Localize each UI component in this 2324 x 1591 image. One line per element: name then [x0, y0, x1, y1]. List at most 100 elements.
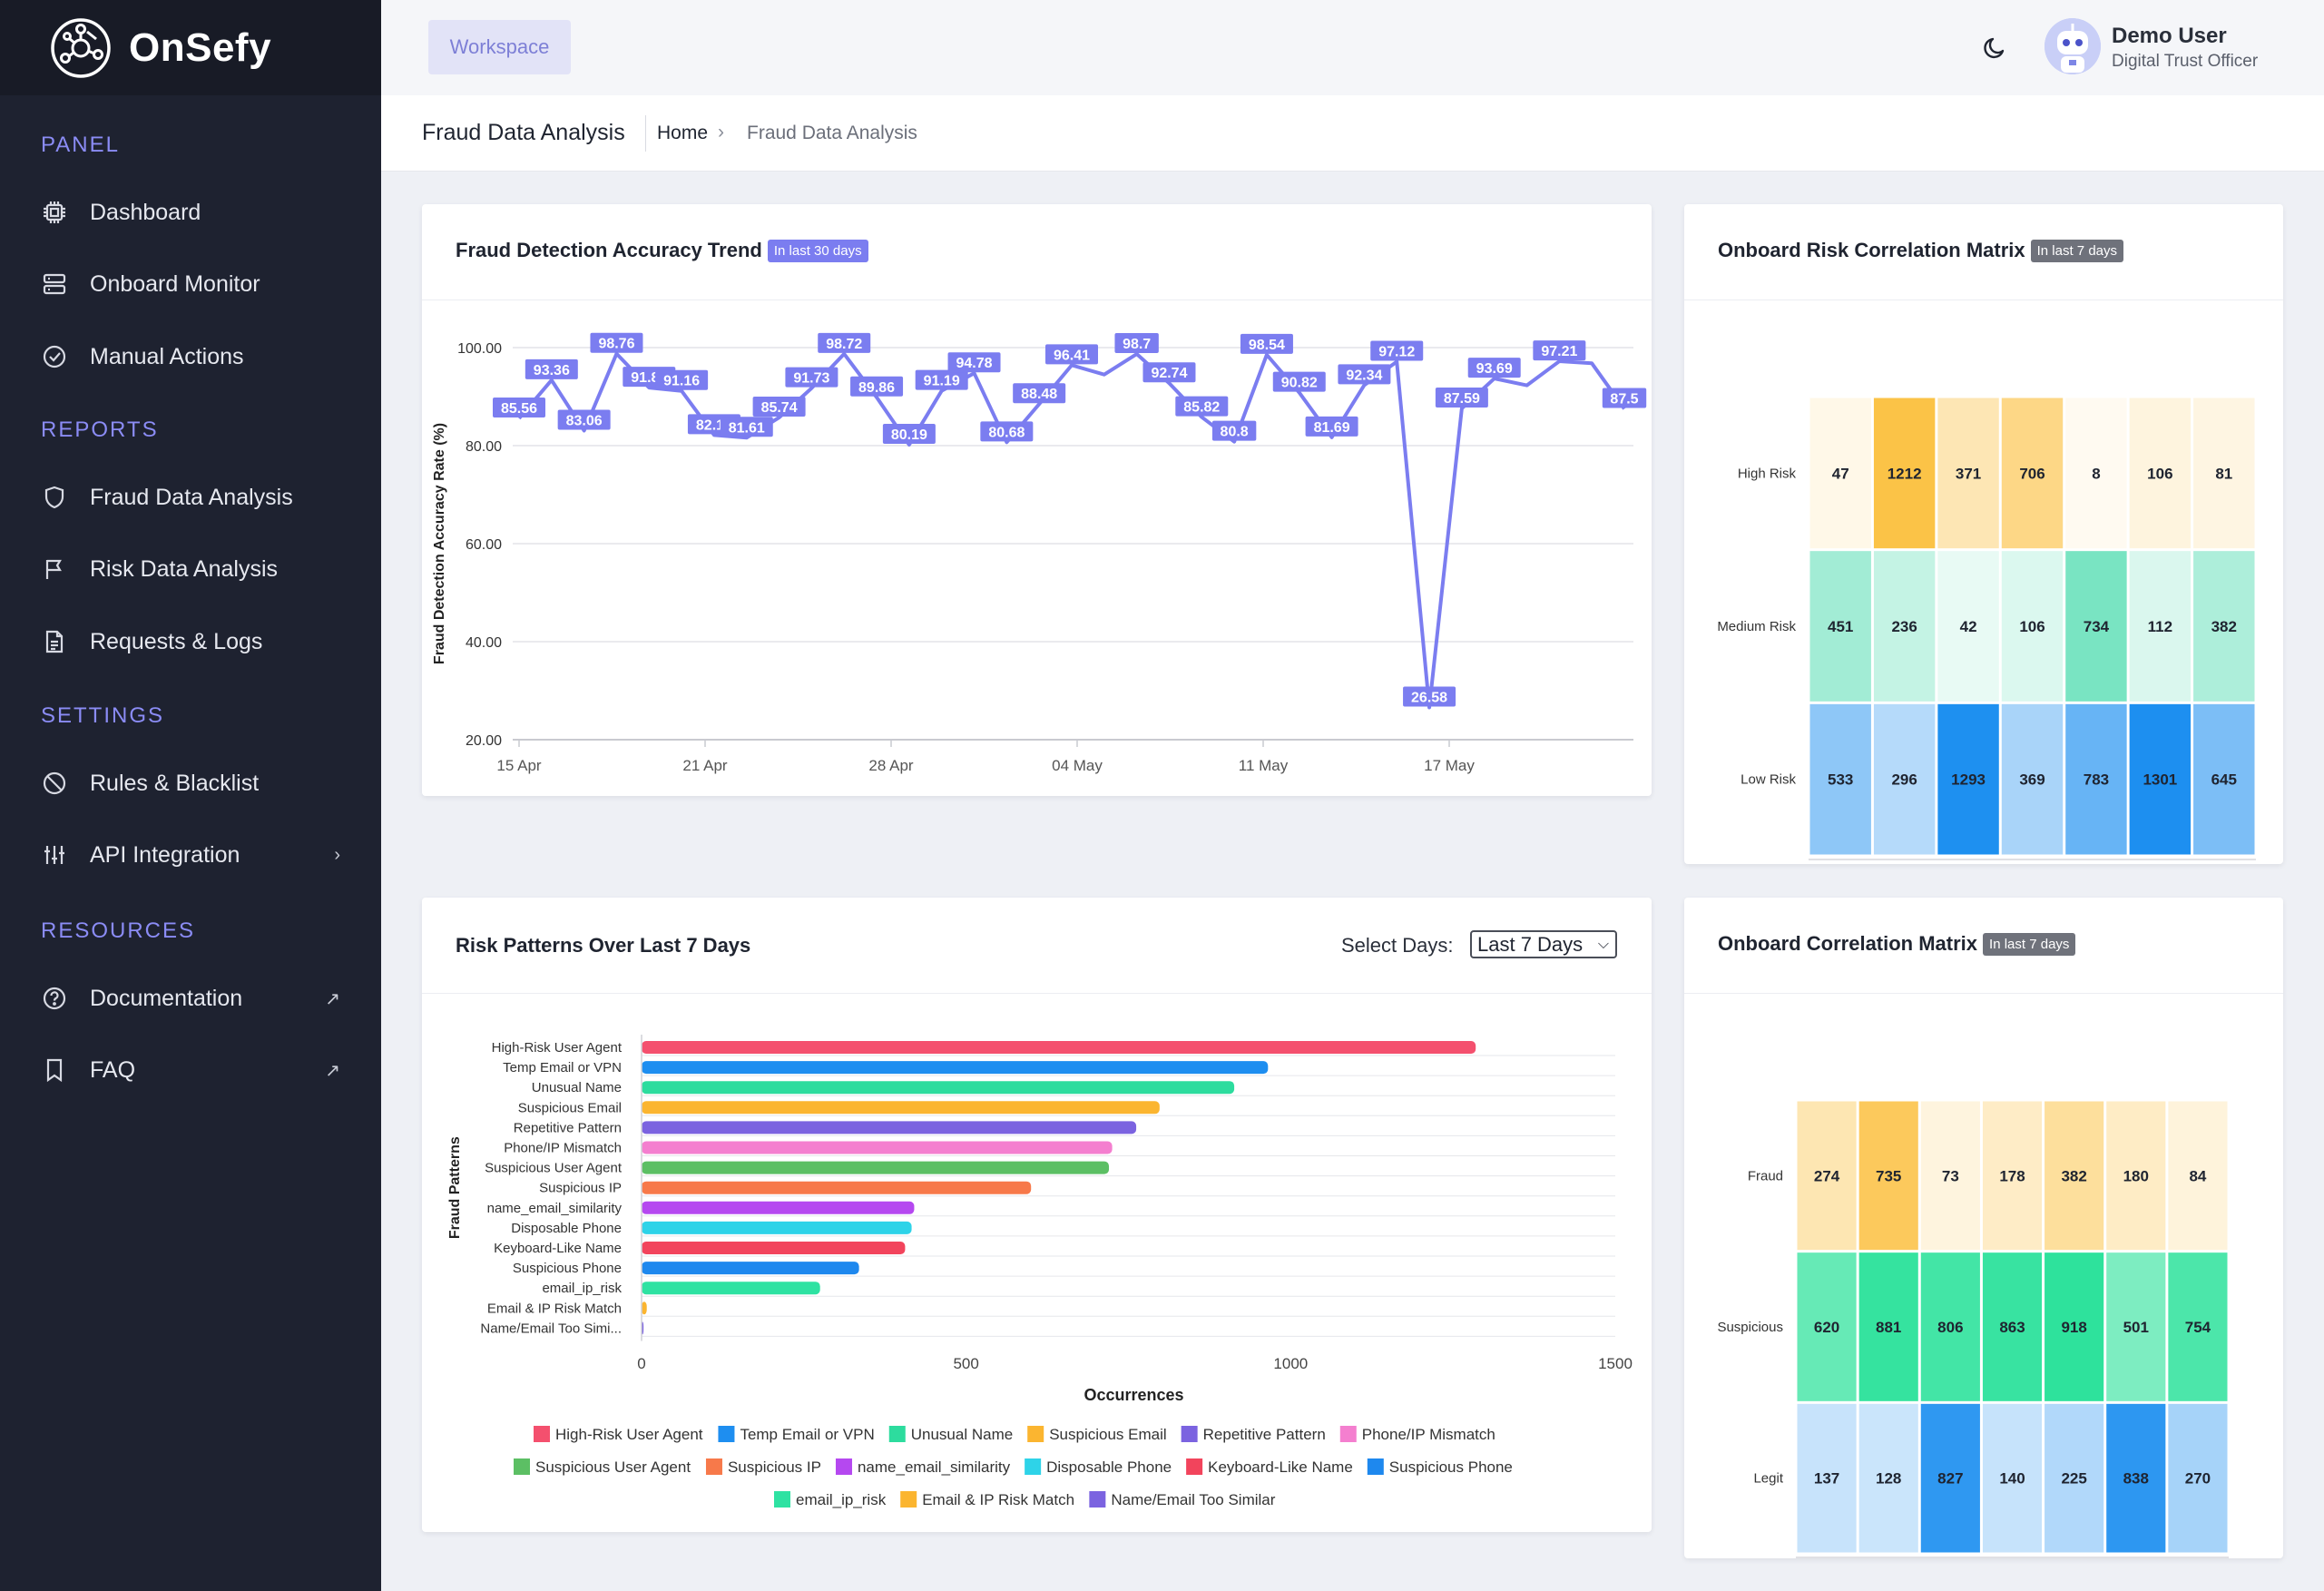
pattern-bar[interactable]: [642, 1101, 1160, 1115]
heat-cell: [1937, 551, 1999, 702]
sidebar-item-documentation[interactable]: Documentation ↗: [41, 976, 340, 1021]
legend-swatch[interactable]: [718, 1426, 735, 1442]
data-label-box: [818, 332, 871, 353]
sidebar-item-manual-actions[interactable]: Manual Actions: [41, 334, 340, 379]
data-label: 94.78: [956, 356, 993, 371]
accuracy-trend-title: Fraud Detection Accuracy Trend: [456, 239, 762, 261]
legend-label[interactable]: email_ip_risk: [796, 1491, 887, 1508]
legend-label[interactable]: Disposable Phone: [1046, 1458, 1172, 1476]
brand[interactable]: OnSefy: [0, 0, 381, 95]
heat-value: 47: [1832, 465, 1849, 482]
pattern-bar[interactable]: [642, 1141, 1113, 1154]
legend-label[interactable]: Repetitive Pattern: [1203, 1426, 1326, 1443]
legend-swatch[interactable]: [1025, 1458, 1042, 1475]
pattern-bar[interactable]: [642, 1061, 1269, 1075]
sidebar-item-risk-data-analysis[interactable]: Risk Data Analysis: [41, 546, 340, 592]
breadcrumb-current: Fraud Data Analysis: [747, 123, 917, 143]
chevron-right-icon: ›: [718, 122, 724, 142]
legend-label[interactable]: name_email_similarity: [858, 1458, 1011, 1476]
heat-value: 735: [1876, 1167, 1901, 1184]
data-label-box: [1240, 333, 1293, 354]
heat-value: 754: [2185, 1319, 2211, 1336]
data-label: 85.82: [1183, 400, 1220, 416]
heat-value: 863: [1999, 1319, 2025, 1336]
sidebar-item-faq[interactable]: FAQ ↗: [41, 1047, 340, 1093]
x-tick-label: 500: [953, 1355, 978, 1372]
data-label: 98.54: [1249, 338, 1285, 353]
data-label-box: [785, 367, 838, 388]
server-icon: [41, 270, 68, 298]
legend-swatch[interactable]: [1186, 1458, 1203, 1475]
data-label-box: [1467, 358, 1521, 378]
legend-swatch[interactable]: [774, 1491, 790, 1508]
legend-swatch[interactable]: [705, 1458, 722, 1475]
workspace-button[interactable]: Workspace: [428, 20, 571, 74]
risk-patterns-card: Risk Patterns Over Last 7 Days Select Da…: [422, 898, 1652, 1532]
heat-cell: [1858, 1403, 1918, 1553]
legend-swatch[interactable]: [888, 1426, 906, 1442]
moon-icon[interactable]: [1981, 34, 2008, 62]
legend-swatch[interactable]: [514, 1458, 530, 1475]
legend-swatch[interactable]: [1027, 1426, 1044, 1442]
legend-label[interactable]: Suspicious Email: [1049, 1426, 1166, 1443]
x-tick-label: 11 May: [1239, 757, 1289, 774]
pattern-bar[interactable]: [642, 1121, 1137, 1134]
pattern-bar[interactable]: [642, 1301, 647, 1315]
pattern-bar[interactable]: [642, 1242, 906, 1254]
sidebar-item-label: API Integration: [90, 841, 240, 868]
data-label-box: [1272, 371, 1326, 392]
pattern-bar[interactable]: [642, 1161, 1110, 1174]
pattern-bar[interactable]: [642, 1221, 912, 1234]
legend-label[interactable]: High-Risk User Agent: [555, 1426, 703, 1443]
pattern-bar[interactable]: [642, 1282, 820, 1295]
pattern-bar[interactable]: [642, 1041, 1476, 1054]
sidebar-item-rules-blacklist[interactable]: Rules & Blacklist: [41, 761, 340, 806]
legend-label[interactable]: Suspicious User Agent: [535, 1458, 691, 1476]
legend-label[interactable]: Suspicious Phone: [1389, 1458, 1513, 1476]
y-tick-label: 80.00: [466, 439, 502, 455]
legend-swatch[interactable]: [1339, 1426, 1357, 1442]
legend-swatch[interactable]: [1089, 1491, 1106, 1508]
pattern-bar[interactable]: [642, 1181, 1032, 1194]
card-title: Onboard Correlation Matrix In last 7 days: [1718, 932, 2076, 956]
legend-label[interactable]: Suspicious IP: [728, 1458, 821, 1476]
pattern-bar[interactable]: [642, 1081, 1235, 1095]
legend-swatch[interactable]: [1367, 1458, 1384, 1475]
legend-swatch[interactable]: [534, 1426, 550, 1442]
legend-label[interactable]: Phone/IP Mismatch: [1362, 1426, 1495, 1443]
data-label: 89.86: [858, 380, 895, 396]
legend-label[interactable]: Name/Email Too Similar: [1111, 1491, 1275, 1508]
legend-label[interactable]: Keyboard-Like Name: [1208, 1458, 1353, 1476]
avatar[interactable]: [2045, 18, 2101, 74]
legend-swatch[interactable]: [900, 1491, 917, 1508]
heat-cell: [1858, 1252, 1918, 1401]
sidebar-item-fraud-data-analysis[interactable]: Fraud Data Analysis: [41, 475, 340, 520]
heat-cell: [2129, 551, 2192, 702]
heat-cell: [2065, 551, 2127, 702]
legend-swatch[interactable]: [835, 1458, 852, 1475]
breadcrumb-home-link[interactable]: Home: [657, 123, 709, 143]
data-label-box: [590, 332, 643, 353]
accuracy-trend-card: Fraud Detection Accuracy Trend In last 30…: [422, 204, 1652, 796]
legend-swatch[interactable]: [1181, 1426, 1198, 1442]
legend-label[interactable]: Email & IP Risk Match: [922, 1491, 1074, 1508]
heat-value: 501: [2123, 1319, 2149, 1336]
sidebar-item-api-integration[interactable]: API Integration ›: [41, 832, 340, 878]
row-label: Suspicious: [1717, 1320, 1783, 1335]
pattern-bar[interactable]: [642, 1262, 859, 1275]
shield-icon: [41, 484, 68, 511]
sidebar-item-requests-logs[interactable]: Requests & Logs: [41, 619, 340, 664]
category-label: Temp Email or VPN: [503, 1060, 622, 1075]
sidebar-item-label: Dashboard: [90, 199, 201, 225]
x-tick-label: 0: [637, 1355, 645, 1372]
pattern-bar[interactable]: [642, 1201, 915, 1214]
sidebar-item-onboard-monitor[interactable]: Onboard Monitor: [41, 261, 340, 307]
sidebar-item-dashboard[interactable]: Dashboard: [41, 190, 340, 235]
period-badge: In last 7 days: [2030, 240, 2124, 262]
y-axis-title: Fraud Detection Accuracy Rate (%): [432, 423, 447, 664]
data-label: 85.74: [761, 400, 798, 416]
select-days-dropdown[interactable]: Last 7 Days ⌵: [1470, 930, 1617, 958]
heat-cell: [1797, 1252, 1857, 1401]
legend-label[interactable]: Temp Email or VPN: [740, 1426, 874, 1443]
legend-label[interactable]: Unusual Name: [911, 1426, 1013, 1443]
